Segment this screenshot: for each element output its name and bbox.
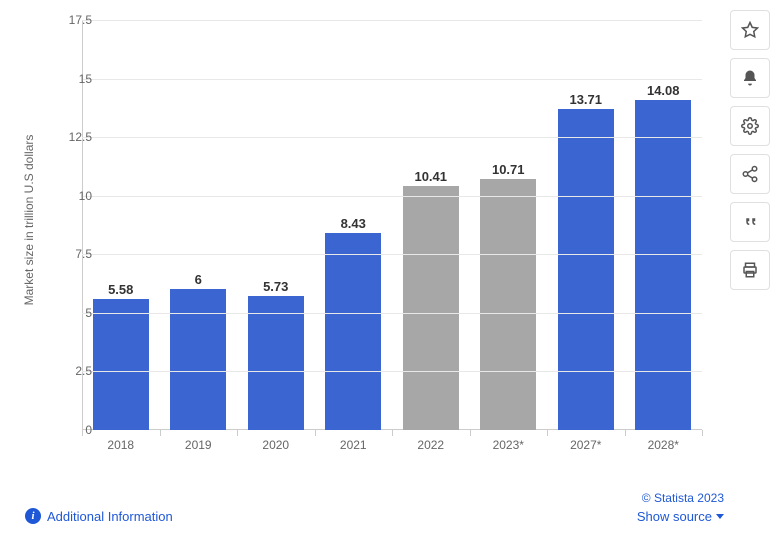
x-tick-label: 2019 — [185, 438, 212, 452]
info-icon: i — [25, 508, 41, 524]
x-tick-mark — [625, 430, 626, 436]
bar-group: 5.73 — [248, 279, 304, 430]
gridline — [82, 79, 702, 80]
bar-value-label: 10.71 — [492, 162, 525, 177]
x-tick-label: 2028* — [648, 438, 679, 452]
y-tick-label: 12.5 — [52, 130, 92, 144]
bar-value-label: 8.43 — [341, 216, 366, 231]
bar[interactable] — [93, 299, 149, 430]
bar-value-label: 5.73 — [263, 279, 288, 294]
bar[interactable] — [558, 109, 614, 430]
x-tick-mark — [547, 430, 548, 436]
chart-footer: i Additional Information © Statista 2023… — [25, 491, 724, 524]
gridline — [82, 371, 702, 372]
bar[interactable] — [170, 289, 226, 430]
show-source-link[interactable]: Show source — [637, 509, 724, 524]
bar[interactable] — [480, 179, 536, 430]
gridline — [82, 137, 702, 138]
print-icon[interactable] — [730, 250, 770, 290]
y-tick-label: 15 — [52, 72, 92, 86]
bar-group: 6 — [170, 272, 226, 430]
bar-group: 10.71 — [480, 162, 536, 430]
bar[interactable] — [248, 296, 304, 430]
x-tick-mark — [702, 430, 703, 436]
gridline — [82, 196, 702, 197]
gear-icon[interactable] — [730, 106, 770, 146]
y-tick-label: 7.5 — [52, 247, 92, 261]
y-tick-label: 17.5 — [52, 13, 92, 27]
bell-icon[interactable] — [730, 58, 770, 98]
x-tick-mark — [82, 430, 83, 436]
x-tick-label: 2021 — [340, 438, 367, 452]
side-toolbar — [730, 10, 770, 290]
bar-value-label: 10.41 — [414, 169, 447, 184]
additional-info-link[interactable]: i Additional Information — [25, 508, 173, 524]
share-icon[interactable] — [730, 154, 770, 194]
x-tick-label: 2018 — [107, 438, 134, 452]
x-tick-mark — [160, 430, 161, 436]
bar-group: 5.58 — [93, 282, 149, 430]
bar[interactable] — [325, 233, 381, 431]
gridline — [82, 313, 702, 314]
x-tick-label: 2023* — [493, 438, 524, 452]
x-tick-mark — [470, 430, 471, 436]
x-tick-label: 2020 — [262, 438, 289, 452]
bar-value-label: 5.58 — [108, 282, 133, 297]
bar-group: 10.41 — [403, 169, 459, 430]
copyright-text: © Statista 2023 — [642, 491, 724, 505]
bar-group: 14.08 — [635, 83, 691, 430]
y-tick-label: 0 — [52, 423, 92, 437]
gridline — [82, 20, 702, 21]
bar-group: 8.43 — [325, 216, 381, 431]
chevron-down-icon — [716, 514, 724, 519]
bar-value-label: 13.71 — [569, 92, 602, 107]
star-icon[interactable] — [730, 10, 770, 50]
quote-icon[interactable] — [730, 202, 770, 242]
x-tick-label: 2022 — [417, 438, 444, 452]
x-tick-mark — [237, 430, 238, 436]
y-tick-label: 5 — [52, 306, 92, 320]
bar-group: 13.71 — [558, 92, 614, 430]
bar[interactable] — [635, 100, 691, 430]
show-source-label: Show source — [637, 509, 712, 524]
bar-value-label: 6 — [195, 272, 202, 287]
y-axis-title: Market size in trillion U.S dollars — [22, 135, 36, 306]
y-tick-label: 10 — [52, 189, 92, 203]
footer-right: © Statista 2023 Show source — [637, 491, 724, 524]
x-tick-mark — [392, 430, 393, 436]
x-tick-label: 2027* — [570, 438, 601, 452]
bar-value-label: 14.08 — [647, 83, 680, 98]
y-tick-label: 2.5 — [52, 364, 92, 378]
bar[interactable] — [403, 186, 459, 430]
gridline — [82, 254, 702, 255]
x-tick-mark — [315, 430, 316, 436]
bars-layer: 5.58 6 5.73 8.43 10.41 10.71 13.71 14.08 — [82, 20, 702, 430]
chart-container: Market size in trillion U.S dollars 5.58… — [20, 10, 720, 480]
additional-info-label: Additional Information — [47, 509, 173, 524]
